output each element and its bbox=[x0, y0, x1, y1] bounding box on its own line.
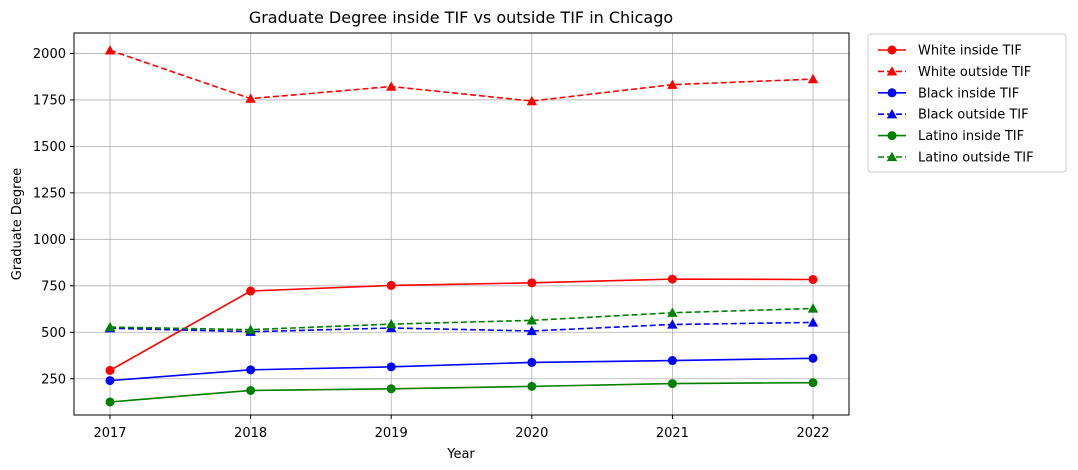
legend-label: White outside TIF bbox=[918, 65, 1031, 80]
data-point bbox=[386, 384, 396, 394]
series-lines bbox=[104, 45, 819, 407]
x-axis-label: Year bbox=[446, 447, 475, 462]
data-point bbox=[667, 379, 677, 389]
data-point bbox=[246, 286, 256, 296]
legend-marker bbox=[887, 88, 897, 98]
data-point bbox=[386, 81, 397, 91]
legend-marker bbox=[886, 66, 898, 76]
chart-title: Graduate Degree inside TIF vs outside TI… bbox=[249, 8, 673, 27]
y-axis-ticks: 250 500 750 1000 1250 1500 1750 2000 bbox=[33, 47, 74, 387]
x-tick-label: 2017 bbox=[93, 426, 126, 441]
grid-lines bbox=[74, 33, 849, 415]
y-tick-label: 500 bbox=[41, 326, 66, 341]
data-point bbox=[246, 365, 256, 375]
x-tick-label: 2019 bbox=[375, 426, 408, 441]
legend-box bbox=[867, 33, 1067, 173]
data-point bbox=[808, 378, 818, 388]
data-point bbox=[808, 274, 818, 284]
data-point bbox=[105, 397, 115, 407]
data-point bbox=[807, 303, 819, 313]
y-axis-label: Graduate Degree bbox=[10, 168, 25, 280]
series-line bbox=[109, 321, 814, 333]
legend-label: Latino outside TIF bbox=[918, 151, 1034, 166]
data-point bbox=[527, 278, 537, 288]
data-point bbox=[667, 319, 678, 329]
series-line bbox=[109, 381, 814, 403]
x-tick-label: 2021 bbox=[656, 426, 689, 441]
data-point bbox=[667, 307, 678, 317]
legend-marker bbox=[887, 131, 897, 141]
x-tick-label: 2020 bbox=[515, 426, 548, 441]
data-point bbox=[104, 45, 116, 55]
data-point bbox=[667, 274, 677, 284]
x-axis-ticks: 2017 2018 2019 2020 2021 2022 bbox=[93, 415, 830, 441]
data-point bbox=[526, 325, 537, 336]
data-point bbox=[527, 357, 537, 367]
data-point bbox=[526, 315, 537, 325]
series-line bbox=[109, 307, 814, 331]
data-point bbox=[105, 365, 115, 375]
legend-label: Black inside TIF bbox=[918, 86, 1019, 101]
y-tick-label: 750 bbox=[41, 279, 66, 294]
plot-frame bbox=[73, 32, 850, 416]
legend-label: Black outside TIF bbox=[918, 108, 1029, 123]
legend-label: White inside TIF bbox=[918, 44, 1022, 59]
data-point bbox=[246, 385, 256, 395]
data-point bbox=[245, 324, 256, 334]
series-line bbox=[109, 278, 814, 372]
legend: White inside TIF White outside TIF Black i… bbox=[867, 33, 1067, 173]
data-point bbox=[526, 95, 537, 106]
data-point bbox=[808, 353, 818, 363]
y-tick-label: 1750 bbox=[33, 93, 66, 108]
y-tick-label: 250 bbox=[41, 372, 66, 387]
legend-marker bbox=[886, 109, 898, 119]
x-tick-label: 2018 bbox=[234, 426, 267, 441]
data-point bbox=[807, 73, 819, 84]
legend-marker bbox=[886, 151, 898, 162]
data-point bbox=[105, 376, 115, 386]
data-point bbox=[386, 362, 396, 372]
data-point bbox=[386, 318, 397, 329]
y-tick-label: 1250 bbox=[33, 186, 66, 201]
data-point bbox=[667, 356, 677, 366]
x-tick-label: 2022 bbox=[796, 426, 829, 441]
legend-marker bbox=[887, 45, 897, 55]
series-line bbox=[109, 49, 814, 102]
data-point bbox=[245, 93, 256, 103]
series-line bbox=[109, 357, 814, 382]
data-point bbox=[807, 317, 819, 327]
y-tick-label: 1000 bbox=[33, 233, 66, 248]
data-point bbox=[104, 321, 116, 332]
y-tick-label: 2000 bbox=[33, 47, 66, 62]
legend-label: Latino inside TIF bbox=[918, 129, 1024, 144]
data-point bbox=[667, 79, 678, 89]
y-tick-label: 1500 bbox=[33, 140, 66, 155]
data-point bbox=[527, 381, 537, 391]
data-point bbox=[386, 280, 396, 290]
